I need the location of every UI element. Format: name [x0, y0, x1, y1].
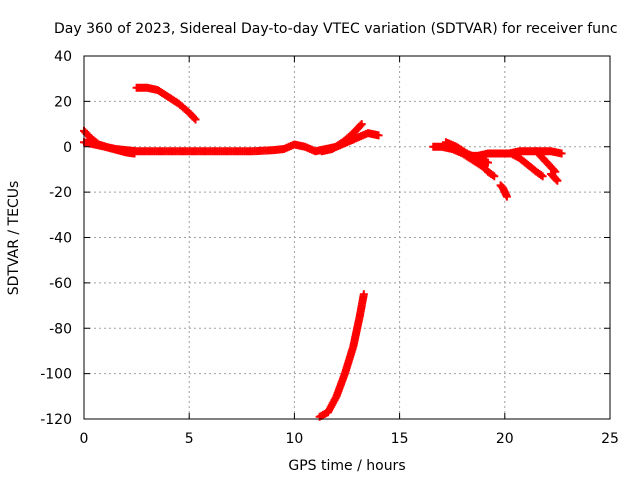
- y-axis-label: SDTVAR / TECUs: [6, 181, 22, 296]
- x-tick-label: 15: [391, 431, 409, 447]
- series-track-9: [471, 154, 499, 181]
- data-point: [356, 121, 365, 130]
- series-track-13: [496, 181, 511, 201]
- series-track-10: [507, 149, 547, 181]
- data-point: [553, 176, 562, 185]
- x-axis-label: GPS time / hours: [288, 458, 405, 474]
- series-track-8: [465, 147, 566, 160]
- series-track-3: [317, 120, 366, 156]
- y-tick-label: 0: [63, 140, 72, 156]
- data-point: [538, 172, 547, 181]
- x-tick-label: 10: [285, 431, 303, 447]
- y-tick-label: -100: [40, 367, 72, 383]
- data-point: [483, 158, 492, 167]
- y-tick-label: -120: [40, 412, 72, 428]
- axis-ticks: 0 5 10 15 20 25 -120 -100 -80 -60 -40 -20 0 20 40: [40, 49, 619, 447]
- x-tick-label: 5: [185, 431, 194, 447]
- data-point: [552, 175, 561, 184]
- series-track-2: [80, 129, 383, 156]
- data-point: [190, 114, 199, 123]
- x-tick-label: 0: [80, 431, 89, 447]
- series-track-12: [547, 169, 562, 185]
- data-point: [537, 171, 546, 180]
- y-tick-label: -40: [49, 231, 72, 247]
- data-point: [490, 172, 499, 181]
- y-tick-label: 40: [54, 49, 72, 65]
- x-tick-label: 25: [601, 431, 619, 447]
- data-point: [488, 171, 497, 180]
- data-point: [374, 131, 383, 140]
- chart-title: Day 360 of 2023, Sidereal Day-to-day VTE…: [54, 21, 618, 37]
- data-point: [357, 120, 366, 129]
- data-point: [502, 192, 511, 201]
- data-point: [191, 115, 200, 124]
- y-tick-label: -80: [49, 321, 72, 337]
- y-tick-label: 20: [54, 94, 72, 110]
- data-point: [557, 149, 566, 158]
- data-points: [80, 83, 566, 421]
- x-tick-label: 20: [496, 431, 514, 447]
- data-point: [359, 290, 368, 299]
- series-track-11: [532, 147, 560, 176]
- series-track-5: [315, 290, 368, 421]
- y-tick-label: -20: [49, 185, 72, 201]
- y-tick-label: -60: [49, 276, 72, 292]
- series-track-4: [132, 83, 200, 124]
